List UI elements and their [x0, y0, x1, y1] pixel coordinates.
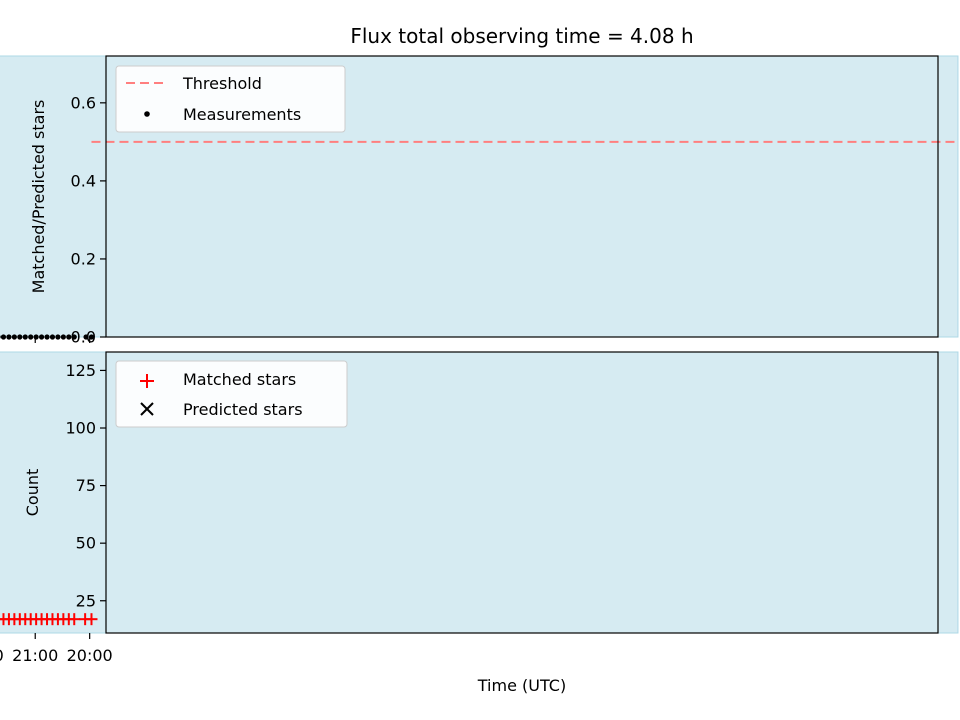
- measurement-point: [28, 334, 34, 340]
- y-tick-label: 0.4: [71, 171, 96, 190]
- measurement-point: [55, 334, 61, 340]
- matched-star-point: [0, 618, 5, 621]
- measurement-point: [83, 334, 89, 340]
- y-tick-label: 25: [76, 591, 96, 610]
- y-tick-label: 0.0: [71, 328, 96, 347]
- y-tick-label: 0.2: [71, 249, 96, 268]
- legend-predicted-label: Predicted stars: [183, 400, 303, 419]
- bottom-legend-box: [115, 360, 348, 428]
- legend-matched-label: Matched stars: [183, 370, 296, 389]
- x-tick-label: 21:00: [12, 646, 58, 665]
- measurement-point: [0, 335, 1, 339]
- legend-threshold-label: Threshold: [182, 74, 262, 93]
- legend-measurements-label: Measurements: [183, 105, 301, 124]
- matched-stars-series: [0, 613, 98, 626]
- y-tick-label: 125: [65, 361, 96, 380]
- bottom-x-axis: 20:0021:0022:0023:0000:0001:0002:0003:00…: [0, 633, 113, 665]
- top-x-ticks: [34, 337, 91, 343]
- measurements-series: [0, 334, 95, 340]
- x-tick-label: 20:00: [67, 646, 113, 665]
- measurement-point: [71, 334, 77, 340]
- measurement-point: [49, 334, 56, 340]
- measurement-point: [22, 334, 28, 340]
- legend-matched-swatch: [140, 374, 154, 388]
- top-y-axis: 0.0 0.2 0.4 0.6: [71, 93, 106, 347]
- measurement-point: [38, 334, 45, 340]
- top-axes-frame: [105, 55, 939, 338]
- measurement-point: [11, 334, 17, 340]
- x-tick-label: 22:00: [0, 646, 4, 665]
- matched-star-point: [79, 613, 92, 626]
- y-tick-label: 75: [76, 476, 96, 495]
- top-legend: Threshold Measurements: [115, 65, 346, 133]
- legend-predicted-swatch: [140, 402, 154, 416]
- y-tick-label: 0.6: [71, 93, 96, 112]
- measurement-point: [17, 334, 23, 340]
- measurement-point: [66, 334, 72, 340]
- bottom-y-axis: 25 50 75 100 125: [65, 361, 106, 610]
- bottom-axes-frame: [105, 351, 939, 634]
- top-legend-box: [115, 65, 346, 133]
- measurement-point: [44, 334, 50, 340]
- chart-title: Flux total observing time = 4.08 h: [350, 24, 693, 48]
- bottom-y-axis-label: Count: [23, 469, 42, 517]
- top-y-axis-label: Matched/Predicted stars: [29, 100, 48, 294]
- legend-measurements-swatch: [144, 111, 150, 117]
- y-tick-label: 100: [65, 419, 96, 438]
- bottom-legend: Matched stars Predicted stars: [115, 360, 348, 428]
- measurement-point: [6, 334, 12, 340]
- measurement-point: [33, 334, 39, 340]
- bottom-x-axis-label: Time (UTC): [477, 676, 566, 695]
- measurement-point: [0, 334, 7, 340]
- top-panel: 0.0 0.2 0.4 0.6 Matched/Predicted stars Thr…: [0, 55, 959, 347]
- y-tick-label: 50: [76, 534, 96, 553]
- measurement-point: [60, 334, 66, 340]
